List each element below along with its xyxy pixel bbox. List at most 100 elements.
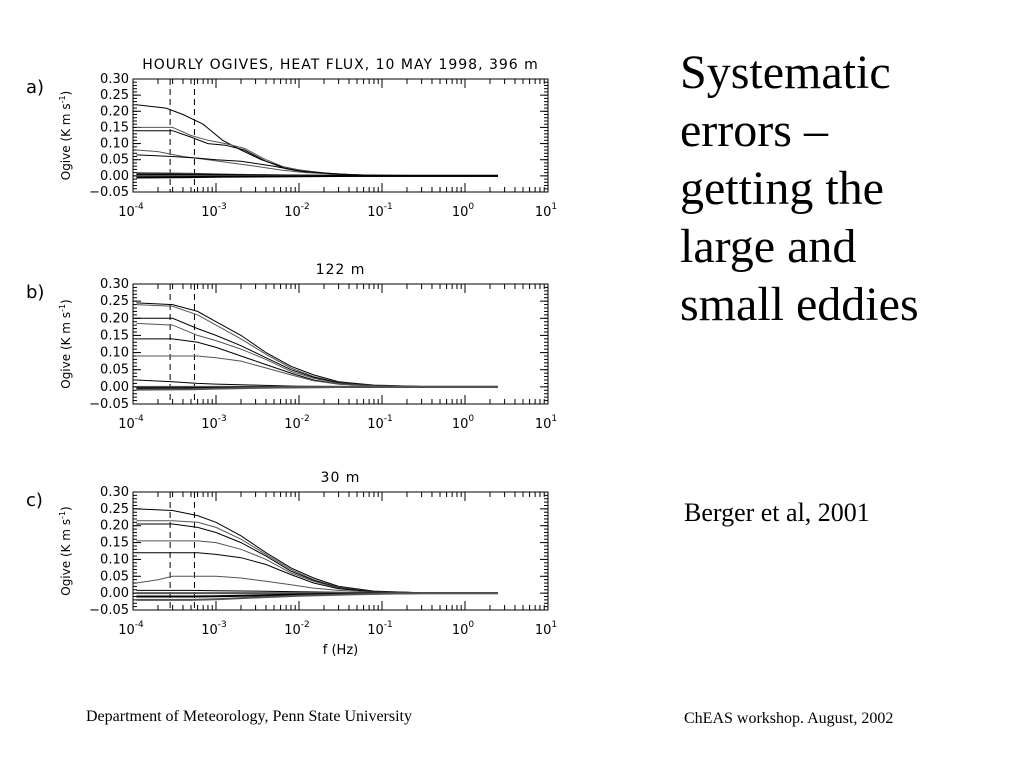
- x-tick-label: 101: [535, 620, 557, 638]
- x-axis-label: f (Hz): [323, 643, 358, 658]
- y-axis-label-sup: -1: [58, 511, 67, 519]
- x-tick-exponent: 0: [468, 620, 474, 630]
- plot-frame: [132, 283, 549, 405]
- y-axis-label: Ogive (K m s-1): [58, 91, 73, 181]
- ogive-curve: [136, 174, 498, 179]
- y-axis-label-sup: -1: [58, 95, 67, 103]
- ogive-curve: [136, 104, 499, 177]
- y-tick-label: 0.10: [100, 346, 129, 361]
- title-line: Systematic: [680, 46, 891, 99]
- panel-label: b): [26, 282, 44, 303]
- x-tick-label: 100: [452, 202, 475, 220]
- ogive-curve: [136, 154, 499, 177]
- ogive-curve: [136, 130, 499, 177]
- x-tick-label: 10-1: [367, 202, 393, 220]
- y-tick-label: 0.30: [100, 277, 129, 292]
- x-tick-exponent: 1: [551, 202, 557, 212]
- chart-title: HOURLY OGIVES, HEAT FLUX, 10 MAY 1998, 3…: [142, 57, 539, 73]
- y-tick-label: 0.15: [100, 120, 129, 135]
- citation: Berger et al, 2001: [684, 498, 870, 527]
- ogive-figure: HOURLY OGIVES, HEAT FLUX, 10 MAY 1998, 3…: [26, 57, 557, 658]
- y-tick-label: 0.15: [100, 328, 129, 343]
- x-tick-label: 10-2: [284, 202, 310, 220]
- title-line: errors –: [680, 104, 828, 157]
- y-tick-label: 0.20: [100, 311, 129, 326]
- title-line: large and: [680, 220, 857, 273]
- y-tick-label: 0.25: [100, 294, 129, 309]
- x-tick-label: 101: [535, 202, 557, 220]
- title-line: getting the: [680, 162, 884, 215]
- ogive-curve: [136, 126, 499, 177]
- x-tick-exponent: -3: [218, 202, 227, 212]
- x-tick-label: 10-2: [284, 620, 310, 638]
- ogive-curve: [136, 302, 499, 388]
- x-tick-exponent: 1: [551, 620, 557, 630]
- ogive-curve: [136, 338, 499, 388]
- y-tick-label: 0.20: [100, 104, 129, 119]
- x-tick-exponent: 0: [468, 202, 474, 212]
- x-tick-exponent: -2: [301, 202, 310, 212]
- ogive-curve: [136, 304, 499, 388]
- footer-department: Department of Meteorology, Penn State Un…: [86, 708, 412, 725]
- y-tick-label: 0.25: [100, 88, 129, 103]
- y-tick-label: 0.00: [100, 169, 129, 184]
- y-tick-label: −0.05: [89, 397, 129, 412]
- x-tick-exponent: -3: [218, 414, 227, 424]
- y-tick-label: 0.05: [100, 153, 129, 168]
- x-tick-exponent: -1: [384, 414, 393, 424]
- x-tick-label: 100: [452, 414, 475, 432]
- x-tick-label: 100: [452, 620, 475, 638]
- panel-label: a): [26, 77, 44, 98]
- chart-panel: 122 m b) Ogive (K m s-1) 0.30 0.25 0.20 0.15 0.…: [26, 262, 557, 432]
- y-tick-label: −0.05: [89, 185, 129, 200]
- ogive-curve: [136, 540, 499, 594]
- footer-workshop: ChEAS workshop. August, 2002: [684, 710, 894, 727]
- y-tick-label: 0.00: [100, 586, 129, 601]
- ogive-curve: [136, 317, 499, 388]
- y-axis-label-close: ): [59, 506, 73, 511]
- y-tick-label: 0.30: [100, 485, 129, 500]
- chart-title: 30 m: [321, 470, 361, 486]
- ogive-curve: [136, 385, 498, 391]
- y-tick-label: 0.00: [100, 380, 129, 395]
- x-tick-exponent: -4: [135, 414, 144, 424]
- slide-title: Systematic errors – getting the large an…: [680, 44, 1010, 334]
- panel-label: c): [26, 490, 43, 511]
- x-tick-exponent: 0: [468, 414, 474, 424]
- y-axis-label: Ogive (K m s-1): [58, 506, 73, 596]
- chart-panel: 30 m c) Ogive (K m s-1) 0.30 0.25 0.20 0.150.1…: [26, 470, 557, 658]
- y-tick-label: 0.10: [100, 552, 129, 567]
- x-tick-exponent: -4: [135, 620, 144, 630]
- x-tick-label: 10-3: [201, 414, 227, 432]
- ogive-curve: [136, 592, 498, 601]
- y-axis-label-sup: -1: [58, 304, 67, 312]
- chart-panel: HOURLY OGIVES, HEAT FLUX, 10 MAY 1998, 3…: [26, 57, 557, 220]
- y-tick-label: 0.15: [100, 536, 129, 551]
- x-tick-label: 10-3: [201, 620, 227, 638]
- y-axis-label-close: ): [59, 91, 73, 96]
- x-tick-label: 10-1: [367, 414, 393, 432]
- x-tick-label: 10-1: [367, 620, 393, 638]
- x-tick-exponent: -1: [384, 620, 393, 630]
- x-tick-label: 101: [535, 414, 557, 432]
- x-tick-exponent: -3: [218, 620, 227, 630]
- x-tick-exponent: -1: [384, 202, 393, 212]
- ogive-curve: [136, 355, 499, 388]
- y-tick-label: 0.05: [100, 569, 129, 584]
- x-tick-label: 10-2: [284, 414, 310, 432]
- y-tick-label: −0.05: [89, 603, 129, 618]
- y-tick-label: 0.20: [100, 519, 129, 534]
- y-tick-label: 0.05: [100, 363, 129, 378]
- x-tick-exponent: 1: [551, 414, 557, 424]
- y-tick-label: 0.30: [100, 72, 129, 87]
- x-tick-label: 10-4: [118, 414, 144, 432]
- x-tick-exponent: -2: [301, 414, 310, 424]
- x-tick-exponent: -4: [135, 202, 144, 212]
- y-axis-label-close: ): [59, 299, 73, 304]
- x-tick-label: 10-4: [118, 202, 144, 220]
- x-tick-label: 10-3: [201, 202, 227, 220]
- ogive-curve: [136, 552, 499, 594]
- chart-title: 122 m: [316, 262, 366, 278]
- y-axis-label: Ogive (K m s-1): [58, 299, 73, 389]
